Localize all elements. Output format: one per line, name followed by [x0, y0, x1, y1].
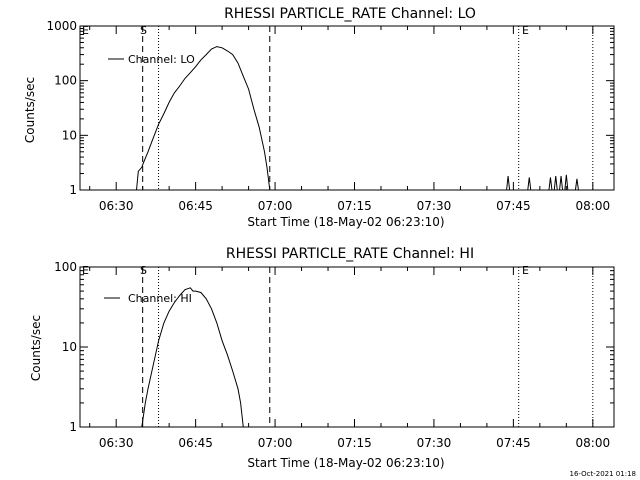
hi-marker-e-right: E: [522, 264, 529, 277]
hi-y-tick-label: 1: [69, 420, 77, 434]
lo-marker-s: S: [140, 24, 147, 37]
lo-y-tick-label: 1: [69, 183, 77, 197]
lo-x-tick-label: 06:45: [178, 199, 213, 213]
lo-rate-spike: [564, 174, 569, 191]
hi-y-tick-label: 10: [62, 340, 77, 354]
hi-legend-label: Channel: HI: [128, 292, 192, 305]
lo-rate-spike: [548, 177, 553, 191]
lo-x-tick-label: 06:30: [99, 199, 134, 213]
hi-x-tick-label: 06:30: [99, 436, 134, 450]
lo-channel-panel: RHESSI PARTICLE_RATE Channel: LO Counts/…: [23, 6, 615, 229]
lo-y-tick-label: 10: [62, 128, 77, 142]
lo-y-tick-label: 100: [54, 74, 77, 88]
lo-chart-title: RHESSI PARTICLE_RATE Channel: LO: [224, 6, 476, 22]
lo-rate-spike: [559, 175, 564, 191]
hi-marker-e-left: E: [82, 264, 89, 277]
hi-x-tick-label: 07:00: [258, 436, 293, 450]
lo-plot-frame: [79, 25, 615, 191]
generation-timestamp: 16-Oct-2021 01:18: [570, 470, 636, 478]
lo-rate-series-line: [136, 46, 271, 191]
hi-channel-panel: RHESSI PARTICLE_RATE Channel: HI Counts/…: [29, 246, 615, 470]
hi-x-tick-label: 07:15: [337, 436, 372, 450]
hi-x-tick-label: 07:30: [417, 436, 452, 450]
hi-x-tick-label: 06:45: [178, 436, 213, 450]
lo-y-tick-label: 1000: [46, 19, 77, 33]
lo-x-tick-label: 08:00: [576, 199, 611, 213]
lo-rate-spike: [506, 175, 511, 191]
lo-x-tick-label: 07:15: [337, 199, 372, 213]
lo-x-tick-label: 07:45: [496, 199, 531, 213]
lo-x-tick-label: 07:00: [258, 199, 293, 213]
hi-marker-s: S: [140, 264, 147, 277]
hi-rate-series-line: [141, 287, 244, 428]
lo-x-axis-label: Start Time (18-May-02 06:23:10): [247, 215, 444, 229]
lo-legend-label: Channel: LO: [128, 53, 195, 66]
lo-marker-e-left: E: [82, 24, 89, 37]
lo-rate-spike: [527, 177, 532, 191]
hi-x-axis-label: Start Time (18-May-02 06:23:10): [247, 456, 444, 470]
hi-y-tick-label: 100: [54, 260, 77, 274]
lo-rate-spike: [553, 175, 558, 191]
hi-x-tick-label: 07:45: [496, 436, 531, 450]
hi-chart-title: RHESSI PARTICLE_RATE Channel: HI: [226, 246, 474, 262]
lo-marker-e-right: E: [522, 24, 529, 37]
lo-rate-spike: [574, 178, 579, 191]
lo-y-axis-label: Counts/sec: [23, 77, 37, 143]
lo-x-tick-label: 07:30: [417, 199, 452, 213]
hi-x-tick-label: 08:00: [576, 436, 611, 450]
hi-y-axis-label: Counts/sec: [29, 315, 43, 381]
